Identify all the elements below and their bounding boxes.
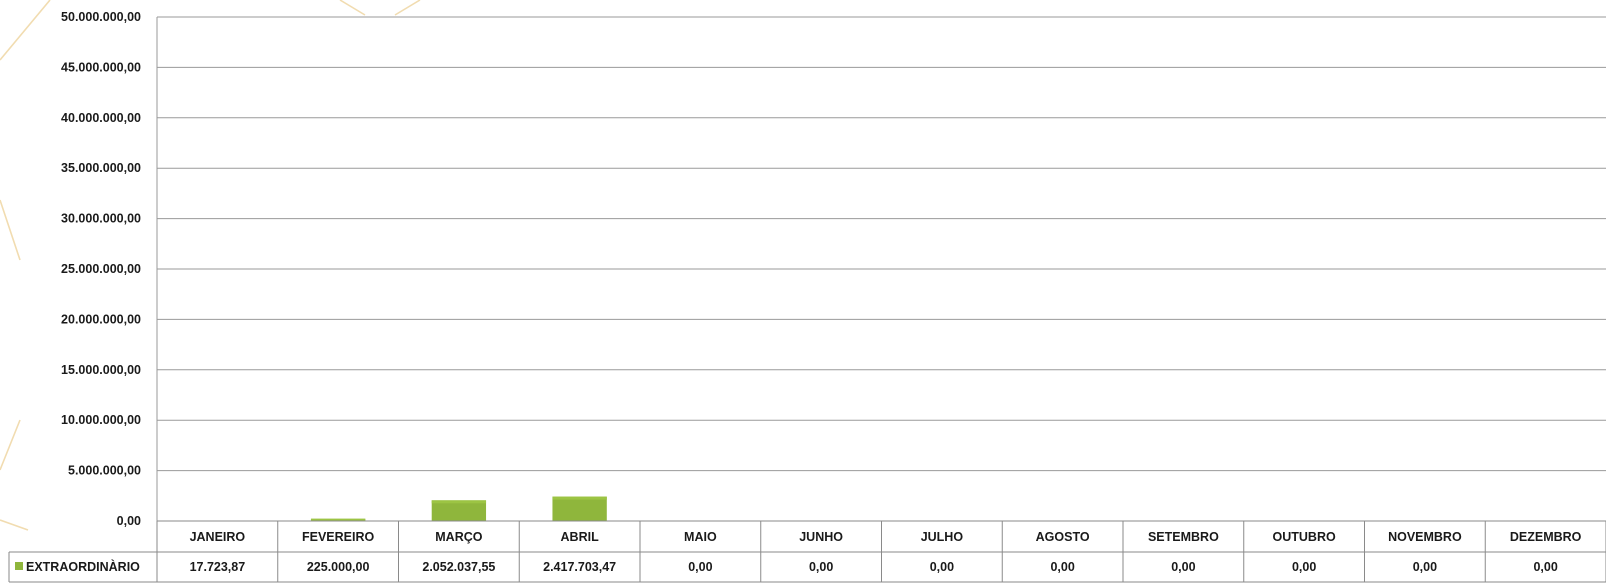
y-axis: 0,00 5.000.000,00 10.000.000,00 15.000.000,… bbox=[61, 10, 158, 528]
category-label: NOVEMBRO bbox=[1388, 530, 1462, 544]
category-label: JANEIRO bbox=[190, 530, 246, 544]
y-tick-label: 15.000.000,00 bbox=[61, 363, 141, 377]
value-label: 0,00 bbox=[688, 560, 712, 574]
value-label: 2.417.703,47 bbox=[543, 560, 616, 574]
category-label: ABRIL bbox=[561, 530, 600, 544]
value-label: 0,00 bbox=[1171, 560, 1195, 574]
y-tick-label: 45.000.000,00 bbox=[61, 60, 141, 74]
value-label: 0,00 bbox=[1292, 560, 1316, 574]
bar-top bbox=[552, 496, 607, 500]
value-label: 0,00 bbox=[1050, 560, 1074, 574]
value-label: 225.000,00 bbox=[307, 560, 370, 574]
y-tick-label: 30.000.000,00 bbox=[61, 212, 141, 226]
category-label: DEZEMBRO bbox=[1510, 530, 1582, 544]
y-tick-label: 25.000.000,00 bbox=[61, 262, 141, 276]
gridlines bbox=[157, 16, 1606, 472]
category-label: MAIO bbox=[684, 530, 717, 544]
value-label: 0,00 bbox=[930, 560, 954, 574]
value-label: 17.723,87 bbox=[190, 560, 246, 574]
series-name: EXTRAORDINÀRIO bbox=[26, 559, 140, 574]
bar-top bbox=[310, 518, 366, 521]
category-label: OUTUBRO bbox=[1273, 530, 1336, 544]
y-tick-label: 40.000.000,00 bbox=[61, 111, 141, 125]
legend-swatch bbox=[15, 562, 23, 570]
value-label: 0,00 bbox=[1413, 560, 1437, 574]
bar-top bbox=[431, 500, 487, 504]
y-tick-label: 10.000.000,00 bbox=[61, 413, 141, 427]
data-table: JANEIRO 17.723,87 FEVEREIRO 225.000,00 MARÇO… bbox=[8, 520, 1606, 583]
category-label: JUNHO bbox=[799, 530, 843, 544]
y-tick-label: 20.000.000,00 bbox=[61, 312, 141, 326]
bar bbox=[552, 496, 607, 521]
y-tick-label: 35.000.000,00 bbox=[61, 161, 141, 175]
bar bbox=[431, 500, 487, 521]
value-label: 0,00 bbox=[809, 560, 833, 574]
category-label: MARÇO bbox=[435, 530, 482, 544]
category-label: FEVEREIRO bbox=[302, 530, 375, 544]
value-label: 0,00 bbox=[1533, 560, 1557, 574]
category-label: SETEMBRO bbox=[1148, 530, 1219, 544]
bars bbox=[190, 496, 607, 521]
y-tick-label: 50.000.000,00 bbox=[61, 10, 141, 24]
category-label: AGOSTO bbox=[1036, 530, 1090, 544]
value-label: 2.052.037,55 bbox=[422, 560, 495, 574]
y-tick-label: 0,00 bbox=[117, 514, 141, 528]
category-label: JULHO bbox=[921, 530, 964, 544]
y-tick-label: 5.000.000,00 bbox=[68, 464, 141, 478]
